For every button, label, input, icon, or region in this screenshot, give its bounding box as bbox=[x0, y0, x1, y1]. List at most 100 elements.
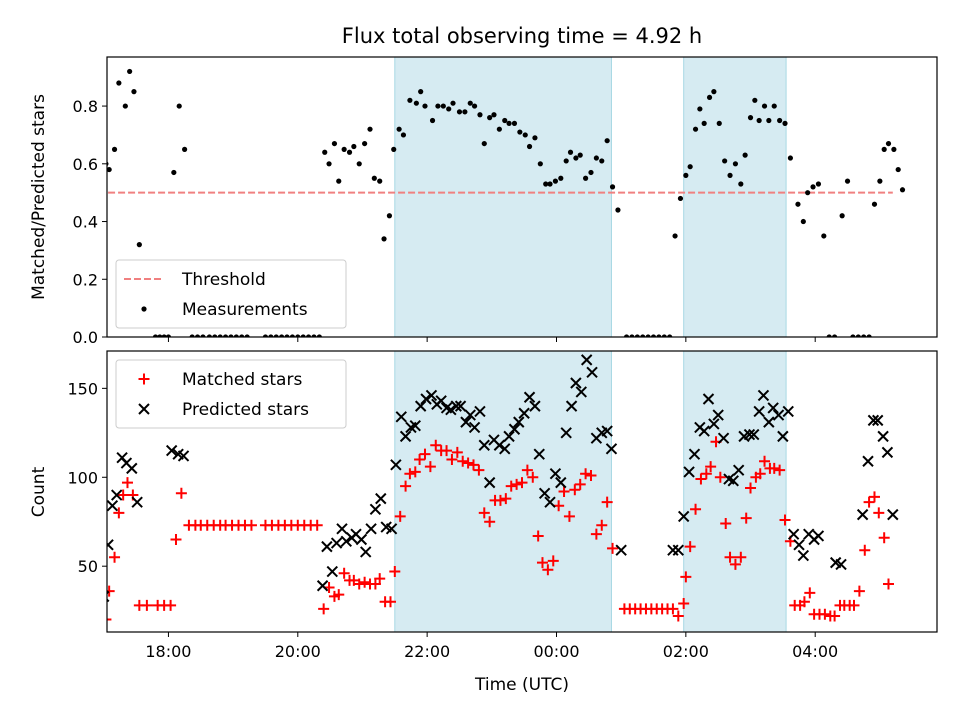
x-marker bbox=[375, 492, 387, 505]
measurement-point bbox=[711, 89, 717, 95]
x-marker bbox=[732, 464, 745, 476]
x-marker bbox=[757, 389, 770, 402]
measurement-point bbox=[200, 334, 206, 337]
x-marker bbox=[698, 425, 710, 437]
plus-marker bbox=[601, 496, 613, 508]
measurement-point bbox=[418, 89, 424, 95]
legend-dot-swatch bbox=[141, 306, 147, 312]
measurement-point bbox=[413, 100, 419, 106]
x-tick-label: 22:00 bbox=[404, 642, 450, 661]
x-marker bbox=[478, 439, 490, 451]
measurement-point bbox=[522, 132, 528, 138]
x-marker bbox=[605, 443, 618, 455]
x-tick-label: 02:00 bbox=[663, 642, 709, 661]
plus-marker bbox=[532, 530, 544, 542]
x-marker bbox=[533, 448, 545, 460]
x-marker bbox=[835, 558, 847, 571]
measurement-point bbox=[866, 334, 872, 337]
x-marker bbox=[316, 580, 329, 592]
measurement-point bbox=[152, 334, 159, 337]
measurement-point bbox=[582, 175, 589, 181]
measurement-point bbox=[396, 126, 402, 132]
measurement-point bbox=[661, 334, 667, 337]
x-marker bbox=[326, 565, 338, 578]
x-marker bbox=[708, 418, 720, 430]
measurement-point bbox=[738, 181, 744, 187]
measurement-point bbox=[577, 152, 583, 158]
plus-marker bbox=[430, 439, 442, 451]
y-axis-label: Count bbox=[29, 466, 49, 517]
measurement-point bbox=[107, 166, 112, 173]
plus-marker bbox=[419, 448, 431, 460]
plus-marker bbox=[451, 446, 463, 458]
measurement-point bbox=[855, 334, 861, 337]
x-marker bbox=[454, 400, 467, 412]
x-marker bbox=[683, 466, 695, 478]
measurement-point bbox=[391, 146, 397, 152]
measurement-point bbox=[692, 126, 699, 132]
x-marker bbox=[544, 496, 556, 508]
measurement-point bbox=[496, 126, 502, 132]
x-marker bbox=[717, 432, 730, 444]
measurement-point bbox=[273, 334, 279, 337]
plus-marker bbox=[779, 514, 791, 526]
plus-marker bbox=[141, 599, 153, 611]
x-marker bbox=[464, 409, 476, 421]
measurement-point bbox=[899, 187, 906, 193]
plus-marker bbox=[569, 484, 581, 496]
x-marker bbox=[538, 487, 551, 499]
x-marker bbox=[450, 400, 462, 412]
measurement-point bbox=[615, 207, 621, 213]
plot-area bbox=[107, 68, 906, 337]
legend-box bbox=[115, 359, 347, 429]
measurement-point bbox=[487, 115, 493, 121]
plus-marker bbox=[394, 510, 406, 522]
observing-window-span bbox=[683, 56, 787, 338]
plus-marker bbox=[414, 453, 426, 465]
x-tick-label: 04:00 bbox=[792, 642, 838, 661]
x-marker bbox=[425, 389, 438, 402]
measurement-point bbox=[295, 334, 301, 337]
measurement-point bbox=[687, 164, 693, 170]
x-marker bbox=[131, 496, 143, 508]
measurement-point bbox=[573, 155, 579, 161]
axes-frame bbox=[106, 56, 938, 338]
measurement-point bbox=[844, 178, 851, 184]
x-marker bbox=[523, 391, 536, 403]
measurement-point bbox=[761, 103, 768, 109]
x-marker bbox=[777, 430, 789, 443]
plot-area bbox=[107, 354, 899, 622]
plus-marker bbox=[333, 589, 345, 601]
measurement-point bbox=[491, 112, 497, 118]
plus-marker bbox=[863, 496, 875, 508]
measurement-point bbox=[351, 143, 357, 150]
x-tick-label: 00:00 bbox=[533, 642, 579, 661]
measurement-point bbox=[341, 146, 347, 152]
x-marker bbox=[483, 476, 496, 489]
measurement-point bbox=[182, 146, 188, 152]
y-tick-label: 50 bbox=[78, 557, 98, 576]
y-tick-label: 0.4 bbox=[73, 213, 98, 232]
plus-marker bbox=[735, 551, 747, 563]
y-axis-label: Matched/Predicted stars bbox=[29, 94, 49, 300]
x-marker bbox=[867, 414, 880, 427]
plus-marker bbox=[353, 578, 365, 590]
plus-marker bbox=[542, 564, 554, 576]
plus-marker bbox=[720, 518, 732, 530]
plus-marker bbox=[404, 468, 416, 480]
plus-marker bbox=[109, 551, 121, 563]
measurement-point bbox=[623, 334, 630, 337]
plus-marker bbox=[798, 596, 810, 608]
plus-marker bbox=[700, 468, 712, 480]
measurement-point bbox=[727, 172, 733, 178]
plus-marker bbox=[505, 480, 517, 492]
plus-marker bbox=[672, 610, 684, 622]
x-marker bbox=[712, 409, 724, 421]
plus-marker bbox=[819, 608, 831, 620]
y-tick-label: 100 bbox=[67, 468, 98, 487]
plus-marker bbox=[558, 486, 570, 497]
measurement-point bbox=[212, 334, 218, 337]
measurement-point bbox=[450, 100, 456, 106]
measurement-point bbox=[326, 161, 332, 167]
measurement-point bbox=[782, 120, 788, 126]
